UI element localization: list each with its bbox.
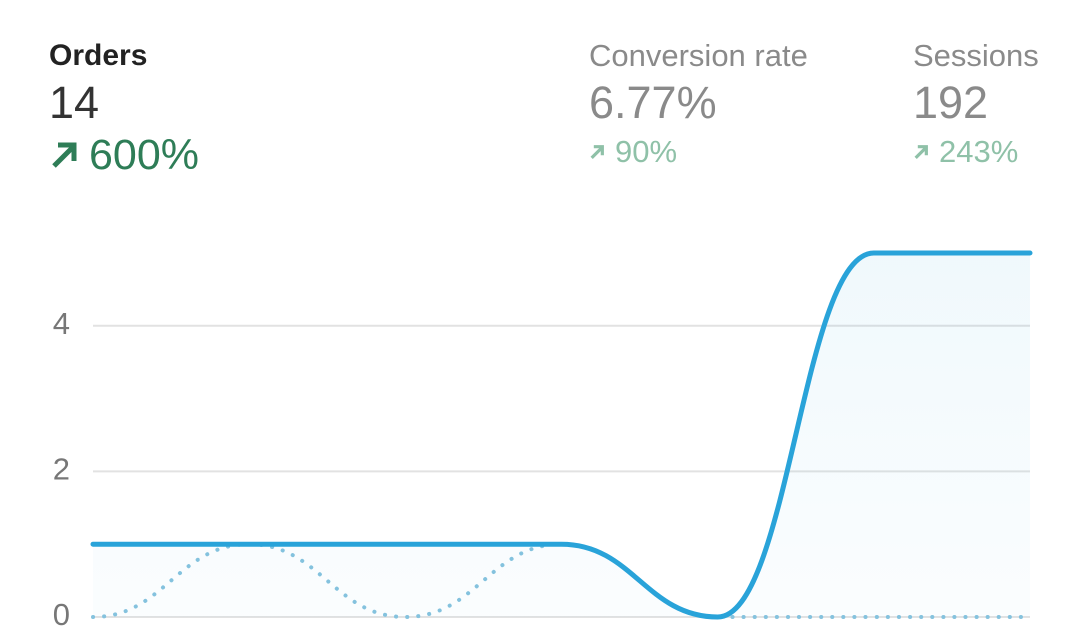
metric-change: 243% — [939, 134, 1019, 169]
metric-change: 90% — [615, 134, 678, 169]
metric-conversion[interactable]: Conversion rate 6.77% 90% — [589, 36, 808, 174]
y-tick-label: 0 — [53, 597, 70, 632]
metric-orders[interactable]: Orders 14 600% — [49, 36, 199, 180]
y-tick-label: 2 — [53, 452, 70, 487]
metric-label: Sessions — [913, 38, 1039, 73]
up-arrow-icon — [914, 145, 928, 159]
metric-label: Orders — [49, 39, 148, 72]
metric-value: 14 — [49, 77, 100, 128]
metric-sessions[interactable]: Sessions 192 243% — [913, 36, 1039, 174]
area — [93, 253, 1030, 617]
metric-label: Conversion rate — [589, 38, 808, 73]
y-tick-label: 4 — [53, 306, 70, 341]
metric-value: 192 — [913, 77, 989, 128]
line — [90, 250, 1033, 620]
metric-change: 600% — [89, 131, 199, 179]
metric-value: 6.77% — [589, 77, 717, 128]
up-arrow-icon — [52, 142, 77, 168]
up-arrow-icon — [590, 145, 604, 159]
